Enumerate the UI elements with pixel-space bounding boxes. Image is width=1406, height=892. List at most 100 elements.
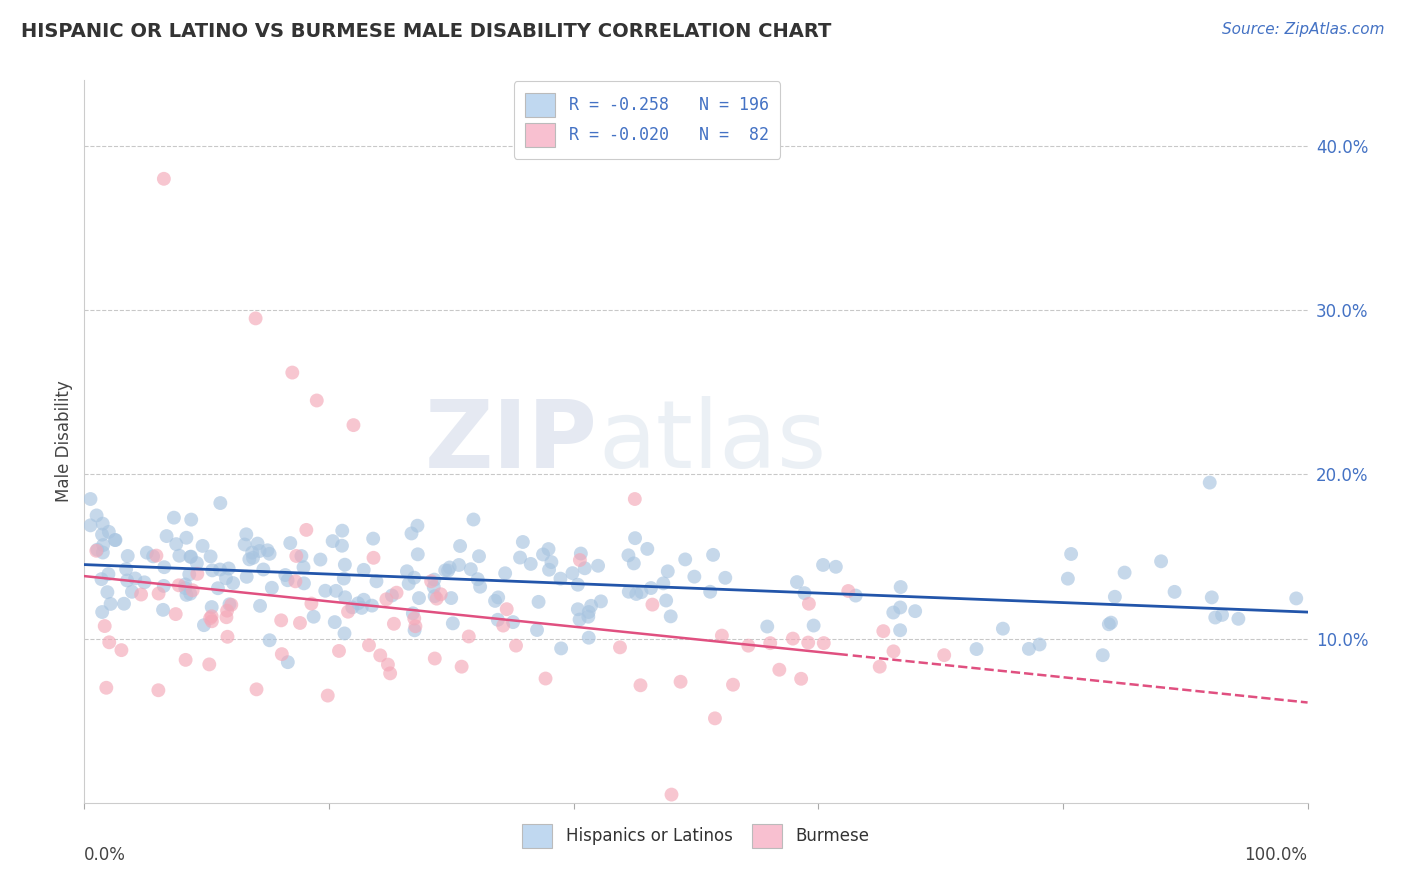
- Point: [333, 626, 356, 640]
- Point: [797, 635, 820, 649]
- Point: [366, 574, 388, 589]
- Point: [586, 558, 609, 573]
- Point: [406, 547, 429, 561]
- Point: [714, 571, 737, 585]
- Point: [198, 611, 221, 625]
- Point: [502, 615, 524, 629]
- Point: [155, 529, 177, 543]
- Point: [702, 548, 724, 562]
- Point: [1028, 638, 1050, 652]
- Point: [845, 589, 868, 603]
- Point: [623, 557, 645, 571]
- Point: [284, 574, 307, 589]
- Point: [342, 600, 364, 615]
- Point: [235, 527, 257, 541]
- Point: [299, 597, 322, 611]
- Point: [79, 518, 101, 533]
- Point: [180, 549, 202, 564]
- Point: [142, 549, 165, 564]
- Point: [385, 585, 408, 599]
- Point: [281, 366, 304, 380]
- Point: [640, 581, 662, 595]
- Point: [1204, 610, 1226, 624]
- Point: [249, 599, 271, 613]
- Point: [494, 566, 516, 581]
- Point: [872, 624, 894, 639]
- Point: [669, 674, 692, 689]
- Point: [423, 573, 446, 587]
- Point: [904, 604, 927, 618]
- Point: [201, 600, 224, 615]
- Point: [721, 678, 744, 692]
- Point: [259, 547, 281, 561]
- Point: [84, 543, 107, 558]
- Point: [568, 553, 591, 567]
- Point: [295, 523, 318, 537]
- Point: [486, 591, 509, 605]
- Point: [703, 711, 725, 725]
- Point: [145, 549, 167, 563]
- Point: [381, 589, 404, 603]
- Point: [342, 418, 364, 433]
- Point: [531, 548, 554, 562]
- Point: [96, 681, 118, 695]
- Point: [153, 171, 176, 186]
- Point: [288, 615, 311, 630]
- Point: [330, 524, 353, 538]
- Point: [246, 536, 269, 550]
- Point: [512, 535, 534, 549]
- Point: [404, 624, 426, 638]
- Point: [568, 613, 591, 627]
- Point: [569, 547, 592, 561]
- Point: [221, 598, 243, 612]
- Point: [457, 630, 479, 644]
- Point: [869, 659, 891, 673]
- Point: [217, 630, 239, 644]
- Point: [1099, 615, 1122, 630]
- Point: [215, 610, 238, 624]
- Point: [242, 550, 264, 565]
- Point: [176, 588, 198, 602]
- Point: [811, 558, 834, 572]
- Point: [641, 598, 664, 612]
- Point: [463, 512, 485, 526]
- Point: [657, 565, 679, 579]
- Point: [673, 552, 696, 566]
- Point: [305, 393, 328, 408]
- Point: [661, 788, 683, 802]
- Point: [112, 597, 135, 611]
- Point: [86, 508, 108, 523]
- Point: [636, 541, 658, 556]
- Point: [420, 574, 443, 589]
- Text: 100.0%: 100.0%: [1244, 847, 1308, 864]
- Point: [208, 562, 231, 576]
- Point: [174, 653, 197, 667]
- Point: [104, 533, 127, 547]
- Point: [165, 607, 187, 621]
- Point: [201, 614, 224, 628]
- Point: [889, 624, 911, 638]
- Point: [218, 597, 240, 611]
- Point: [401, 526, 423, 541]
- Point: [337, 605, 360, 619]
- Point: [797, 597, 820, 611]
- Point: [314, 583, 336, 598]
- Point: [115, 562, 138, 576]
- Point: [186, 566, 208, 581]
- Point: [292, 576, 315, 591]
- Point: [737, 639, 759, 653]
- Point: [1163, 585, 1185, 599]
- Point: [347, 596, 370, 610]
- Point: [91, 545, 114, 559]
- Point: [361, 532, 384, 546]
- Point: [91, 516, 114, 531]
- Legend: Hispanics or Latinos, Burmese: Hispanics or Latinos, Burmese: [513, 815, 879, 856]
- Point: [240, 546, 263, 560]
- Point: [350, 601, 373, 615]
- Point: [991, 622, 1014, 636]
- Point: [934, 648, 956, 662]
- Point: [406, 518, 429, 533]
- Point: [278, 536, 301, 550]
- Text: HISPANIC OR LATINO VS BURMESE MALE DISABILITY CORRELATION CHART: HISPANIC OR LATINO VS BURMESE MALE DISAB…: [21, 22, 831, 41]
- Point: [215, 571, 238, 585]
